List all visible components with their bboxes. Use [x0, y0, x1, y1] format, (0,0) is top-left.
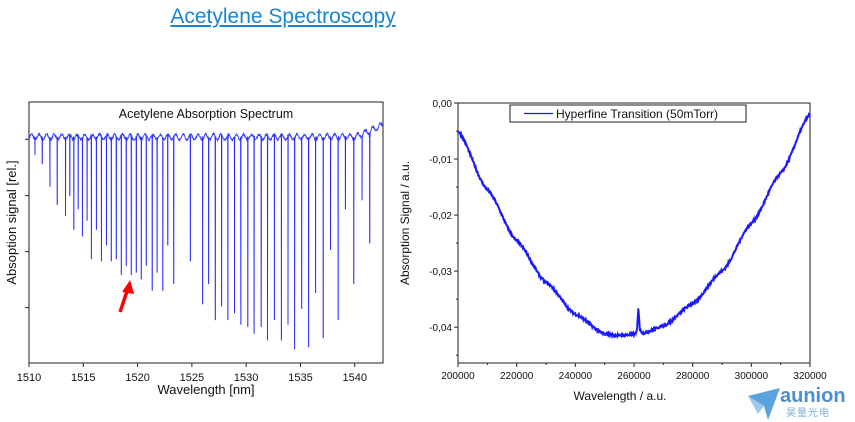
y-tick-label: -0,03	[429, 267, 452, 278]
x-tick-label: 1525	[180, 372, 204, 384]
x-tick-label: 1510	[17, 372, 41, 384]
x-tick-label: 220000	[500, 371, 534, 382]
legend-box	[509, 104, 747, 123]
logo: aunion 昊量光电	[746, 386, 851, 422]
x-tick-label: 200000	[441, 371, 475, 382]
x-axis-label: Wavelength / a.u.	[574, 389, 667, 403]
x-tick-label: 1520	[125, 372, 149, 384]
x-tick-label: 1530	[234, 372, 258, 384]
x-tick-label: 320000	[793, 371, 827, 382]
x-tick-label: 1540	[343, 372, 367, 384]
series-line	[457, 112, 811, 340]
y-tick-label: 0,00	[433, 99, 453, 110]
x-tick-label: 1515	[71, 372, 95, 384]
chart-title: Acetylene Absorption Spectrum	[119, 107, 293, 121]
x-tick-label: 280000	[676, 371, 710, 382]
logo-chinese: 昊量光电	[786, 408, 830, 419]
x-axis-label: Wavelength [nm]	[157, 382, 254, 397]
y-axis-label: Absoption signal [rel.]	[4, 160, 19, 284]
x-tick-label: 240000	[559, 371, 593, 382]
x-tick-label: 1535	[288, 372, 312, 384]
page-title-link[interactable]: Acetylene Spectroscopy	[170, 5, 396, 28]
logo-icon	[748, 388, 780, 420]
plot-frame-left	[28, 101, 384, 364]
x-tick-label: 300000	[735, 371, 769, 382]
y-tick-label: -0,04	[429, 323, 452, 334]
y-axis-label: Absorption Signal / a.u.	[398, 161, 412, 285]
x-tick-label: 260000	[617, 371, 651, 382]
logo-wordmark: aunion	[780, 385, 846, 407]
legend-label: Hyperfine Transition (50mTorr)	[556, 107, 718, 121]
y-tick-label: -0,02	[429, 211, 452, 222]
annotation-arrow-head	[122, 280, 135, 294]
y-tick-label: -0,01	[429, 155, 452, 166]
